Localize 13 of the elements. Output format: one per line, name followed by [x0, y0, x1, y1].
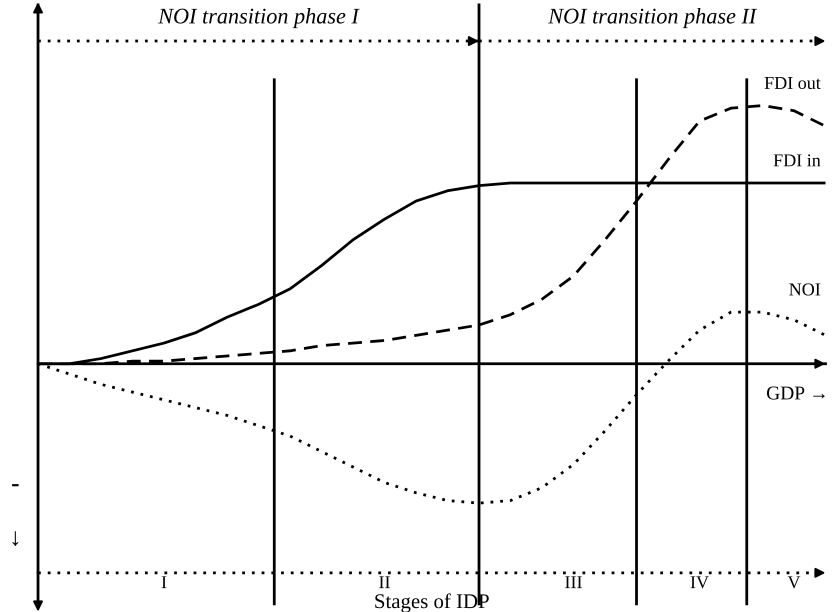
x-tick-label: III: [565, 576, 582, 588]
x-tick-label: II: [379, 576, 390, 588]
series-label: NOI: [789, 283, 820, 296]
x-tick-label: I: [162, 576, 166, 588]
text: -: [12, 484, 19, 486]
text: NOI transition phase I: [158, 8, 360, 28]
series-label: FDI in: [774, 154, 821, 166]
x-tick-label: IV: [690, 576, 709, 588]
text: ↓: [12, 531, 18, 546]
x-tick-label: V: [788, 576, 800, 588]
series-label: FDI out: [764, 77, 821, 89]
annotation: GDP →: [766, 386, 825, 400]
text: NOI transition phase II: [548, 8, 758, 28]
